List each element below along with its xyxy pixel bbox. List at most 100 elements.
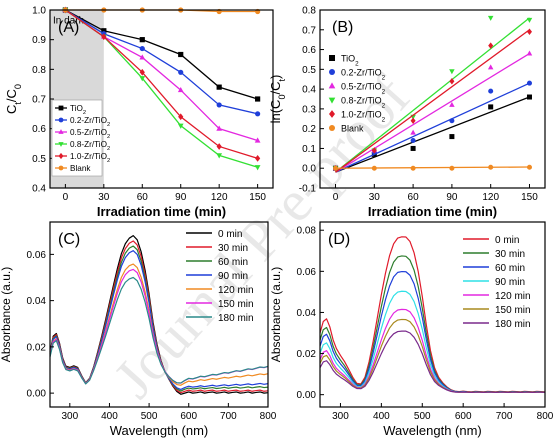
data-point: [333, 165, 339, 171]
legend-entry: Blank: [70, 164, 91, 173]
legend: TiO20.2-Zr/TiO20.5-Zr/TiO20.8-Zr/TiO21.0…: [51, 99, 110, 177]
data-point: [410, 129, 416, 135]
data-point: [410, 138, 416, 144]
data-point: [216, 84, 222, 90]
data-point: [526, 28, 532, 36]
legend-marker: [328, 82, 336, 89]
plot-frame: [49, 221, 269, 408]
data-point: [139, 68, 145, 76]
y-axis-label: ln(C0/Ct): [268, 75, 287, 124]
legend-entry: 120 min: [218, 285, 254, 296]
legend-entry: 0 min: [495, 235, 519, 246]
y-tick-label: 0.5: [302, 65, 316, 76]
y-tick-label: 0.06: [297, 267, 317, 278]
data-point: [526, 80, 532, 86]
legend-marker: [329, 69, 335, 75]
data-point: [449, 165, 455, 171]
legend-marker: [58, 105, 64, 111]
legend-marker: [58, 165, 64, 171]
legend-box: [51, 99, 103, 177]
legend-entry: 120 min: [495, 291, 531, 302]
x-axis-label: Wavelength (nm): [110, 423, 209, 438]
series-5: [333, 164, 532, 171]
legend-entry: 0.2-Zr/TiO2: [70, 116, 110, 128]
x-tick-label: 400: [373, 411, 390, 422]
y-tick-label: 0.3: [302, 104, 316, 115]
fit-line: [335, 82, 530, 173]
y-tick-label: 0.6: [32, 124, 46, 135]
legend-entry: TiO2: [70, 104, 86, 116]
series-line: [319, 330, 546, 394]
data-point: [178, 113, 184, 121]
data-point: [371, 147, 377, 154]
data-point: [255, 96, 261, 102]
dark-region-label: In dark: [53, 15, 85, 26]
data-point: [410, 165, 416, 171]
x-tick-label: 30: [369, 192, 381, 203]
x-axis-label: Wavelength (nm): [383, 423, 482, 438]
data-point: [255, 111, 261, 117]
x-tick-label: 0: [333, 192, 339, 203]
data-point: [488, 164, 494, 170]
series-6: [319, 330, 546, 394]
legend-entry: 180 min: [218, 313, 254, 324]
x-tick-label: 150: [249, 192, 266, 203]
data-point: [139, 54, 146, 60]
data-point: [410, 117, 416, 125]
x-tick-label: 60: [408, 192, 420, 203]
legend-entry: 0.2-Zr/TiO2: [341, 68, 386, 82]
data-point: [177, 123, 184, 129]
y-axis-label: Absorbance (a.u.): [269, 267, 283, 362]
legend-entry: 1.0-Zr/TiO2: [70, 152, 110, 164]
legend-entry: TiO2: [341, 54, 359, 68]
data-point: [216, 153, 223, 159]
data-point: [139, 45, 145, 52]
data-point: [139, 76, 146, 82]
legend-marker: [329, 125, 335, 131]
x-tick-label: 120: [211, 192, 228, 203]
y-axis-label: Ct/C0: [4, 84, 23, 114]
x-tick-label: 600: [455, 411, 472, 422]
legend-entry: Blank: [341, 124, 364, 134]
series-line: [65, 9, 258, 100]
y-tick-label: 0.1: [302, 144, 316, 155]
y-tick-label: 0.00: [297, 390, 317, 401]
y-tick-label: 0.8: [302, 6, 316, 17]
x-tick-label: 60: [137, 192, 149, 203]
legend-marker: [58, 142, 64, 147]
legend-entry: 180 min: [495, 319, 531, 330]
y-tick-label: 0.00: [27, 389, 47, 400]
y-tick-label: 0.06: [27, 250, 47, 261]
data-point: [488, 42, 494, 49]
data-point: [410, 145, 416, 151]
y-tick-label: 0.6: [302, 45, 316, 56]
y-tick-label: 0.4: [302, 85, 316, 96]
y-tick-label: 0.02: [27, 342, 47, 353]
y-tick-label: 1.0: [32, 6, 46, 17]
panel-label: (A): [58, 19, 79, 36]
y-tick-label: 0.7: [32, 95, 46, 106]
data-point: [254, 165, 261, 171]
x-tick-label: 90: [446, 192, 458, 203]
data-point: [216, 125, 223, 131]
legend: 0 min 30 min 60 min 90 min 120 min 150 min 180…: [186, 229, 254, 324]
y-axis-label: Absorbance (a.u.): [0, 267, 13, 362]
data-point: [216, 143, 222, 150]
y-tick-label: 0.9: [32, 35, 46, 46]
data-point: [526, 50, 533, 56]
legend-entry: 0.8-Zr/TiO2: [341, 96, 386, 110]
y-tick-label: 0.4: [32, 184, 46, 195]
x-tick-label: 600: [180, 411, 197, 422]
y-tick-label: 0.8: [32, 65, 46, 76]
legend-entry: 0.8-Zr/TiO2: [70, 140, 110, 152]
legend-entry: 30 min: [495, 249, 525, 260]
y-tick-label: 0.0: [302, 164, 316, 175]
data-point: [449, 101, 455, 107]
data-point: [449, 134, 455, 140]
x-axis-label: Irradiation time (min): [97, 204, 226, 219]
legend-entry: 0.5-Zr/TiO2: [341, 82, 386, 96]
legend-entry: 150 min: [495, 305, 531, 316]
legend-entry: 150 min: [218, 299, 254, 310]
x-tick-label: 30: [98, 192, 110, 203]
